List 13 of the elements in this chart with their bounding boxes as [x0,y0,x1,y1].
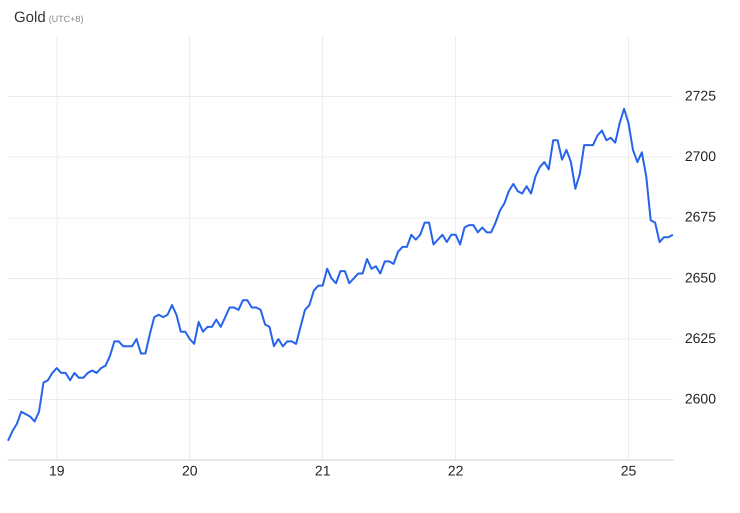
y-tick-label: 2625 [684,330,716,346]
y-tick-label: 2725 [684,87,716,104]
chart-subtitle: (UTC+8) [48,14,84,24]
y-tick-label: 2650 [684,269,716,286]
chart-title: Gold [14,9,46,26]
x-tick-label: 22 [448,462,464,478]
x-tick-label: 19 [48,462,65,478]
x-tick-label: 21 [314,462,331,478]
x-tick-label: 20 [182,462,198,478]
y-tick-label: 2675 [684,208,716,225]
y-tick-label: 2600 [684,390,716,406]
x-tick-label: 25 [620,462,637,478]
y-tick-label: 2700 [684,148,716,164]
